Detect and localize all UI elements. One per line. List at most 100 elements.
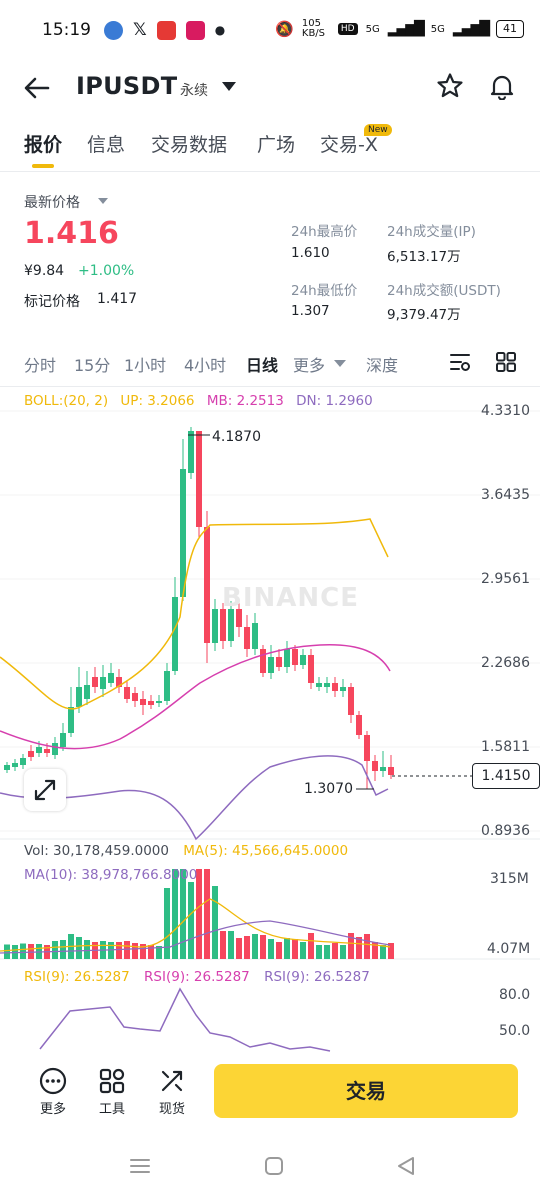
last-price-label[interactable]: 最新价格 [24, 195, 80, 211]
volume-bar [132, 943, 138, 959]
interval-1d[interactable]: 日线 [246, 356, 279, 375]
boll-middle-line [0, 644, 391, 750]
contract-type-label[interactable]: 永续 [180, 83, 208, 99]
candle-body [20, 758, 26, 765]
tab-quote[interactable]: 报价 [24, 134, 63, 156]
volume-bar [348, 933, 354, 959]
candle-body [212, 609, 218, 643]
volume-bar [276, 942, 282, 959]
candle-body [124, 687, 130, 699]
interval-depth[interactable]: 深度 [366, 356, 399, 375]
interval-bar: 分时 15分 1小时 4小时 日线 更多 深度 [0, 348, 540, 380]
tools-label: 工具 [98, 1102, 125, 1117]
rsi-value-3: RSI(9): 26.5287 [264, 969, 370, 985]
volume-bar [268, 939, 274, 959]
back-triangle-icon[interactable] [394, 1154, 418, 1178]
candle-body [388, 767, 394, 775]
low-24h-label: 24h最低价 [291, 283, 358, 299]
bell-icon[interactable] [488, 72, 516, 100]
expand-chart-button[interactable] [24, 769, 66, 811]
volume-bar [20, 943, 26, 959]
chevron-down-icon[interactable] [222, 82, 236, 91]
more-label: 更多 [39, 1102, 66, 1117]
trade-button[interactable]: 交易 [214, 1064, 518, 1118]
candle-body [92, 677, 98, 687]
kline-chart[interactable]: BOLL:(20, 2) UP: 3.2066 MB: 2.2513 DN: 1… [0, 386, 540, 1052]
volume-bar [108, 942, 114, 959]
back-arrow-icon[interactable] [22, 74, 52, 102]
price-axis-label: 2.9561 [481, 571, 530, 587]
candle-body [76, 687, 82, 707]
volume-bar [76, 937, 82, 959]
turnover-24h-value: 9,379.47万 [387, 307, 461, 323]
candle-body [276, 657, 282, 667]
bottom-action-bar: 更多 工具 现货 交易 [0, 1052, 540, 1132]
chevron-down-icon[interactable] [98, 198, 108, 204]
candle-body [12, 763, 18, 767]
price-axis-label: 1.5811 [481, 739, 530, 755]
recent-apps-icon[interactable] [128, 1154, 152, 1178]
mute-icon: 🔕 [275, 20, 294, 38]
rsi-line [39, 987, 331, 1052]
rsi-axis-label: 80.0 [499, 987, 531, 1003]
boll-lower-line [0, 755, 389, 841]
chart-settings-icon[interactable] [448, 350, 472, 374]
tools-button[interactable]: 工具 [87, 1066, 137, 1117]
candle-body [172, 597, 178, 671]
status-time: 15:19 [42, 20, 91, 40]
tab-bar: 报价 信息 交易数据 广场 交易-X New [0, 124, 540, 172]
x-icon: 𝕏 [133, 20, 147, 40]
volume-bar [116, 942, 122, 959]
tab-square[interactable]: 广场 [257, 134, 296, 156]
low-24h-value: 1.307 [291, 303, 330, 319]
kline-chart-canvas[interactable] [0, 387, 540, 1053]
spot-button[interactable]: 现货 [147, 1066, 197, 1117]
status-indicators: 🔕 105 KB/S HD 5G ▂▄▆█ 5G ▂▄▆█ 41 [275, 19, 524, 39]
candle-body [380, 767, 386, 771]
tab-trading-data[interactable]: 交易数据 [151, 134, 228, 156]
volume-bar [204, 869, 210, 959]
more-button[interactable]: 更多 [28, 1066, 78, 1117]
interval-time[interactable]: 分时 [24, 356, 57, 375]
grid-layout-icon[interactable] [494, 350, 518, 374]
signal-icon: ▂▄▆█ [387, 21, 425, 37]
low-marker-label: 1.3070 [304, 781, 353, 797]
interval-4h[interactable]: 4小时 [184, 356, 227, 375]
home-icon[interactable] [262, 1154, 286, 1178]
volume-bar [372, 942, 378, 959]
interval-more[interactable]: 更多 [293, 356, 326, 375]
volume-bar [364, 934, 370, 959]
status-app-icons: 𝕏 ● [104, 20, 225, 40]
tab-trade-x[interactable]: 交易-X [320, 134, 378, 156]
volume-bar [84, 940, 90, 959]
current-price-tag: 1.4150 [472, 763, 540, 789]
interval-15m[interactable]: 15分 [74, 356, 111, 375]
volume-bar [324, 945, 330, 959]
signal-icon: ▂▄▆█ [452, 21, 490, 37]
candle-body [308, 655, 314, 683]
vol-24h-label: 24h成交量(IP) [387, 224, 476, 240]
volume-bar [316, 945, 322, 959]
volume-value: Vol: 30,178,459.0000 [24, 843, 169, 859]
tools-icon [99, 1068, 125, 1094]
volume-bar [156, 946, 162, 959]
battery-icon: 41 [496, 20, 524, 38]
interval-1h[interactable]: 1小时 [124, 356, 167, 375]
boll-dn-value: DN: 1.2960 [296, 393, 373, 409]
candle-body [204, 527, 210, 643]
candle-body [164, 671, 170, 701]
favorite-star-icon[interactable] [436, 72, 464, 100]
price-axis-label: 4.3310 [481, 403, 530, 419]
chevron-down-icon[interactable] [334, 360, 346, 367]
volume-bar [356, 937, 362, 959]
candle-body [132, 693, 138, 701]
volume-bar [60, 940, 66, 959]
candle-body [84, 685, 90, 699]
rsi-axis-label: 50.0 [499, 1023, 531, 1039]
volume-axis-label: 315M [490, 871, 529, 887]
volume-bar [332, 943, 338, 959]
tab-info[interactable]: 信息 [87, 134, 126, 156]
price-axis-label: 0.8936 [481, 823, 530, 839]
volume-bar [260, 935, 266, 959]
symbol-title[interactable]: IPUSDT [76, 72, 178, 100]
